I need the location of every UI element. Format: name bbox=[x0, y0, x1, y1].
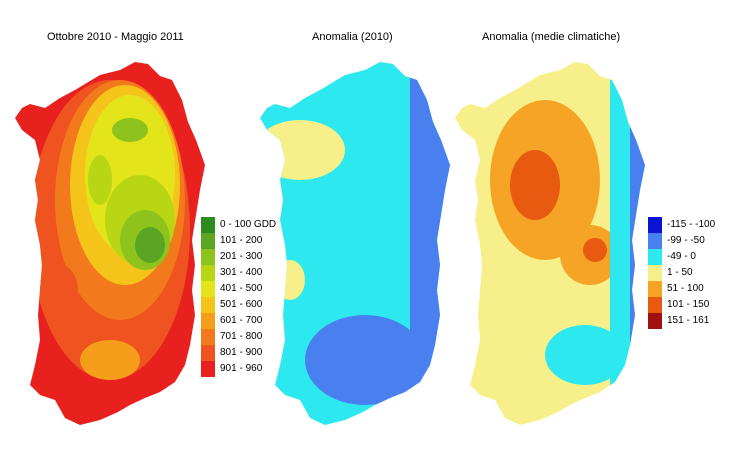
legend-swatch bbox=[648, 217, 662, 233]
legend-swatch bbox=[648, 297, 662, 313]
legend-swatch bbox=[201, 297, 215, 313]
map1-title: Ottobre 2010 - Maggio 2011 bbox=[47, 31, 184, 43]
legend-label: 101 - 150 bbox=[667, 299, 710, 310]
legend-swatch bbox=[648, 233, 662, 249]
legend-label: 901 - 960 bbox=[220, 363, 263, 374]
legend-swatch bbox=[201, 329, 215, 345]
legend-swatch bbox=[648, 249, 662, 265]
legend-label: 601 - 700 bbox=[220, 315, 263, 326]
legend-label: 301 - 400 bbox=[220, 267, 263, 278]
legend-label: -99 - -50 bbox=[667, 235, 705, 246]
legend-label: 1 - 50 bbox=[667, 267, 693, 278]
legend-swatch bbox=[201, 265, 215, 281]
legend-swatch bbox=[201, 281, 215, 297]
legend-label: 201 - 300 bbox=[220, 251, 263, 262]
legend-label: 51 - 100 bbox=[667, 283, 704, 294]
legend-label: 501 - 600 bbox=[220, 299, 263, 310]
legend-swatch bbox=[648, 313, 662, 329]
legend-swatch bbox=[201, 361, 215, 377]
map-anomaly-2010 bbox=[260, 62, 450, 425]
map3-title: Anomalia (medie climatiche) bbox=[482, 31, 621, 43]
legend-label: 401 - 500 bbox=[220, 283, 263, 294]
legend-swatch bbox=[201, 345, 215, 361]
map-gdd bbox=[15, 62, 205, 425]
legend-swatch bbox=[648, 281, 662, 297]
legend-swatch bbox=[201, 233, 215, 249]
map2-title: Anomalia (2010) bbox=[312, 31, 393, 43]
legend-swatch bbox=[648, 265, 662, 281]
legend-swatch bbox=[201, 313, 215, 329]
map-anomaly-climatic bbox=[455, 62, 645, 425]
legend-label: -115 - -100 bbox=[667, 219, 716, 230]
legend-swatch bbox=[201, 249, 215, 265]
legend-label: 101 - 200 bbox=[220, 235, 263, 246]
legend-label: 801 - 900 bbox=[220, 347, 263, 358]
legend-swatch bbox=[201, 217, 215, 233]
legend-label: 0 - 100 GDD bbox=[220, 219, 277, 230]
legend-label: 701 - 800 bbox=[220, 331, 263, 342]
legend-label: -49 - 0 bbox=[667, 251, 696, 262]
legend-label: 151 - 161 bbox=[667, 315, 710, 326]
